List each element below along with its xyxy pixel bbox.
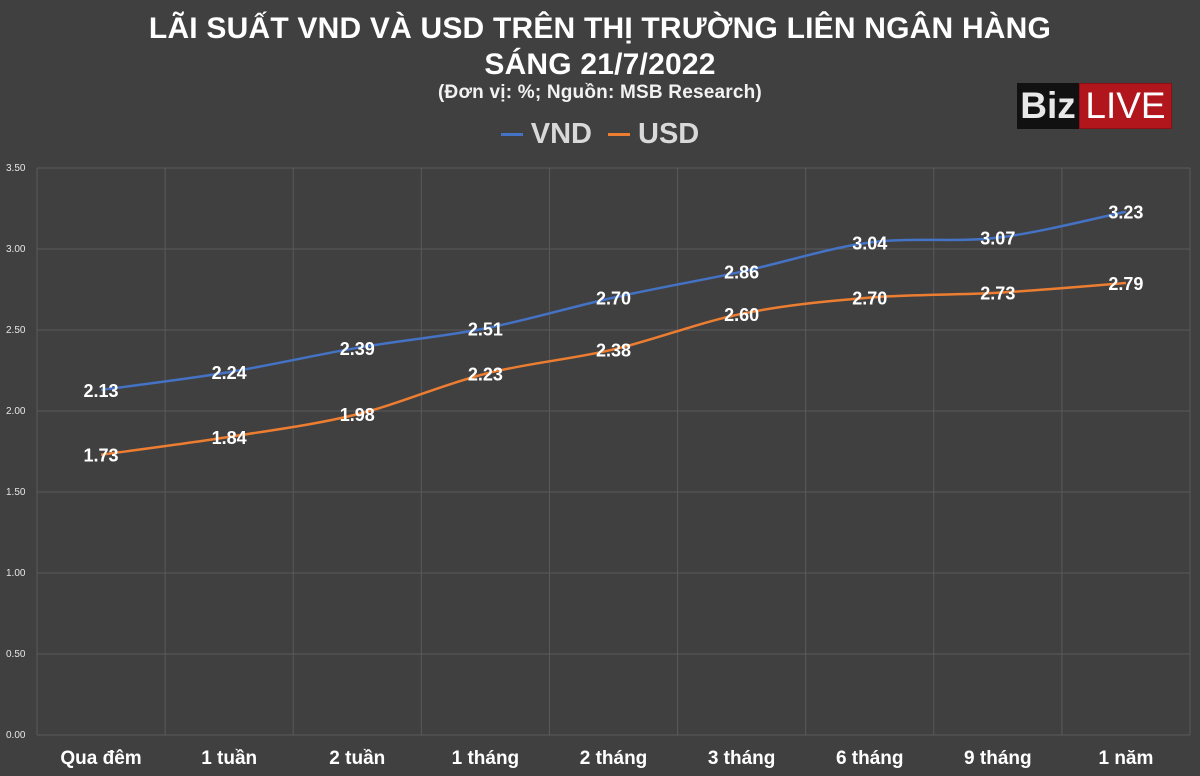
grid-layer bbox=[36, 167, 1191, 736]
y-axis-ticks: 0.00 0.50 1.00 1.50 2.00 2.50 3.00 3.50 bbox=[6, 163, 26, 741]
x-tick-label: Qua đêm bbox=[60, 748, 141, 769]
y-tick-label: 0.00 bbox=[6, 730, 26, 741]
data-label-vnd: 2.39 bbox=[340, 339, 375, 359]
y-tick-label: 3.00 bbox=[6, 244, 26, 255]
data-label-vnd: 2.24 bbox=[212, 363, 247, 383]
data-label-vnd: 2.13 bbox=[84, 381, 119, 401]
x-tick-label: 1 tuần bbox=[201, 748, 257, 769]
x-tick-label: 3 tháng bbox=[708, 748, 776, 769]
y-tick-label: 2.50 bbox=[6, 325, 26, 336]
data-labels: 2.13 2.24 2.39 2.51 2.70 2.86 3.04 3.07 3.23 1.73… bbox=[84, 203, 1144, 466]
data-label-usd: 1.73 bbox=[84, 446, 119, 466]
x-tick-label: 1 năm bbox=[1098, 748, 1153, 769]
data-label-usd: 1.98 bbox=[340, 405, 375, 425]
data-label-vnd: 2.51 bbox=[468, 319, 503, 339]
legend-item-usd: USD bbox=[608, 118, 699, 151]
series-layer bbox=[100, 210, 1127, 456]
data-label-vnd: 3.23 bbox=[1108, 203, 1143, 223]
y-tick-label: 1.00 bbox=[6, 568, 26, 579]
data-label-usd: 2.73 bbox=[980, 284, 1015, 304]
data-label-vnd: 3.04 bbox=[852, 234, 887, 254]
legend-label-vnd: VND bbox=[530, 118, 592, 150]
x-tick-label: 9 tháng bbox=[964, 748, 1032, 769]
series-line-usd bbox=[100, 281, 1127, 456]
data-label-vnd: 3.07 bbox=[980, 229, 1015, 249]
y-tick-label: 2.00 bbox=[6, 406, 26, 417]
legend-swatch-vnd bbox=[500, 133, 523, 136]
y-tick-label: 3.50 bbox=[6, 163, 26, 174]
y-tick-label: 1.50 bbox=[6, 487, 26, 498]
x-axis-ticks: Qua đêm 1 tuần 2 tuần 1 tháng 2 tháng 3 tháng… bbox=[60, 748, 1153, 769]
data-label-usd: 2.38 bbox=[596, 340, 631, 360]
data-label-vnd: 2.86 bbox=[724, 263, 759, 283]
y-tick-label: 0.50 bbox=[6, 649, 26, 660]
legend-label-usd: USD bbox=[638, 118, 700, 150]
bizlive-logo: Biz LIVE bbox=[1017, 83, 1172, 129]
legend-swatch-usd bbox=[608, 133, 630, 136]
data-label-vnd: 2.70 bbox=[596, 289, 631, 309]
data-label-usd: 2.23 bbox=[468, 365, 503, 385]
x-tick-label: 2 tháng bbox=[580, 748, 648, 769]
legend-item-vnd: VND bbox=[500, 118, 592, 151]
x-tick-label: 2 tuần bbox=[329, 748, 385, 769]
chart-subtitle: (Đơn vị: %; Nguồn: MSB Research) bbox=[438, 82, 762, 103]
data-label-usd: 2.60 bbox=[724, 305, 759, 325]
chart-title: LÃI SUẤT VND VÀ USD TRÊN THỊ TRƯỜNG LIÊN… bbox=[148, 12, 1052, 45]
chart-legend: VND USD bbox=[0, 118, 1200, 151]
data-label-usd: 2.70 bbox=[852, 289, 887, 309]
data-label-usd: 1.84 bbox=[212, 428, 247, 448]
x-tick-label: 6 tháng bbox=[836, 748, 904, 769]
x-tick-label: 1 tháng bbox=[452, 748, 520, 769]
chart-title-line2: SÁNG 21/7/2022 bbox=[484, 48, 716, 81]
logo-live-text: LIVE bbox=[1079, 83, 1172, 129]
logo-biz-text: Biz bbox=[1017, 83, 1079, 129]
data-label-usd: 2.79 bbox=[1108, 274, 1143, 294]
